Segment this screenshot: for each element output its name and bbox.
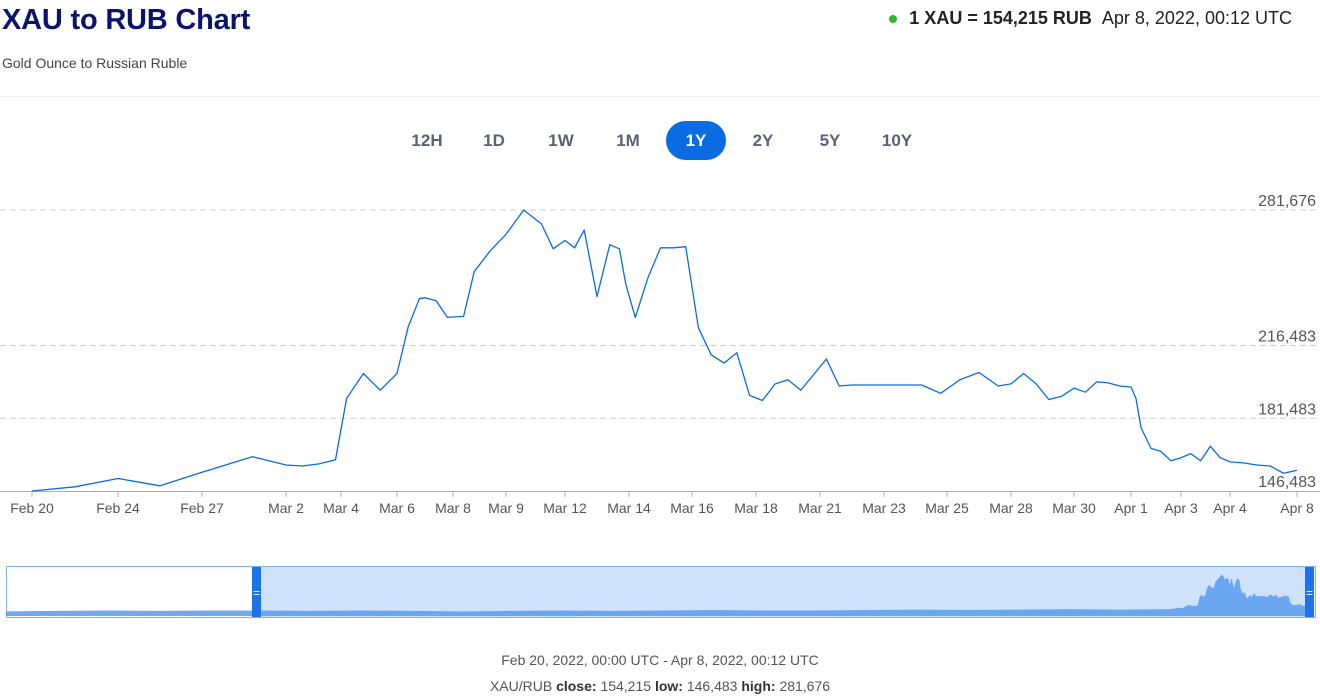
x-tick-label: Mar 28 bbox=[989, 500, 1033, 516]
current-rate: 1 XAU = 154,215 RUB Apr 8, 2022, 00:12 U… bbox=[889, 8, 1292, 29]
live-status-dot bbox=[889, 14, 898, 23]
navigator-area bbox=[6, 574, 1309, 616]
x-tick-label: Mar 12 bbox=[543, 500, 587, 516]
low-label: low: bbox=[654, 678, 683, 694]
page-title: XAU to RUB Chart bbox=[2, 4, 251, 36]
x-tick-label: Apr 8 bbox=[1280, 500, 1314, 516]
y-tick-label: 216,483 bbox=[1258, 329, 1316, 346]
tab-5y[interactable]: 5Y bbox=[819, 131, 841, 150]
close-value: 154,215 bbox=[600, 678, 652, 694]
x-tick-label: Feb 27 bbox=[180, 500, 224, 516]
x-tick-label: Feb 20 bbox=[10, 500, 54, 516]
price-series-line bbox=[31, 209, 1298, 492]
handle-grip-icon: = bbox=[253, 586, 260, 600]
tab-1d[interactable]: 1D bbox=[483, 131, 505, 150]
timeframe-tabs: 12H 1D 1W 1M 1Y 2Y 5Y 10Y bbox=[394, 121, 931, 160]
close-label: close: bbox=[556, 678, 597, 694]
tab-1y[interactable]: 1Y bbox=[666, 121, 726, 160]
tab-1m[interactable]: 1M bbox=[616, 131, 640, 150]
rate-timestamp: Apr 8, 2022, 00:12 UTC bbox=[1101, 8, 1292, 28]
x-tick-label: Mar 8 bbox=[435, 500, 471, 516]
tab-10y[interactable]: 10Y bbox=[881, 131, 913, 150]
navigator-selection bbox=[256, 567, 1309, 617]
handle-bar bbox=[252, 567, 261, 617]
y-tick-label: 146,483 bbox=[1258, 474, 1316, 491]
x-tick-label: Mar 18 bbox=[734, 500, 778, 516]
navigator-left-handle[interactable]: = bbox=[252, 567, 261, 617]
date-range: Feb 20, 2022, 00:00 UTC - Apr 8, 2022, 0… bbox=[501, 652, 819, 668]
page-subtitle: Gold Ounce to Russian Ruble bbox=[2, 55, 188, 71]
x-tick-label: Apr 1 bbox=[1114, 500, 1148, 516]
x-tick-label: Apr 3 bbox=[1164, 500, 1198, 516]
x-tick-label: Mar 4 bbox=[323, 500, 359, 516]
y-tick-label: 281,676 bbox=[1258, 193, 1316, 210]
tab-2y[interactable]: 2Y bbox=[752, 131, 774, 150]
x-tick-label: Mar 9 bbox=[488, 500, 524, 516]
x-tick-label: Mar 25 bbox=[925, 500, 969, 516]
range-navigator[interactable]: = = bbox=[6, 566, 1316, 618]
x-tick-label: Mar 16 bbox=[670, 500, 714, 516]
high-value: 281,676 bbox=[779, 678, 831, 694]
x-tick-label: Mar 2 bbox=[268, 500, 304, 516]
price-chart-svg[interactable]: 146,483 181,483 216,483 281,676 Feb 20 Feb 24… bbox=[0, 180, 1320, 530]
ohlc-summary: XAU/RUB close: 154,215 low: 146,483 high… bbox=[0, 678, 1320, 694]
tab-1w[interactable]: 1W bbox=[548, 131, 574, 150]
y-tick-label: 181,483 bbox=[1258, 401, 1316, 418]
handle-grip-icon: = bbox=[1306, 586, 1313, 600]
x-tick-label: Mar 14 bbox=[607, 500, 651, 516]
range-navigator-svg[interactable]: = = bbox=[6, 566, 1316, 618]
rate-value: 1 XAU = 154,215 RUB bbox=[909, 8, 1092, 28]
x-tick-label: Mar 30 bbox=[1052, 500, 1096, 516]
high-label: high: bbox=[741, 678, 776, 694]
price-chart[interactable]: 146,483 181,483 216,483 281,676 Feb 20 Feb 24… bbox=[0, 180, 1320, 530]
pair-label: XAU/RUB bbox=[489, 678, 553, 694]
handle-bar bbox=[1305, 567, 1314, 617]
x-tick-label: Mar 23 bbox=[862, 500, 906, 516]
tab-12h[interactable]: 12H bbox=[411, 131, 443, 150]
low-value: 146,483 bbox=[686, 678, 738, 694]
x-tick-label: Mar 6 bbox=[379, 500, 415, 516]
x-tick-label: Feb 24 bbox=[96, 500, 140, 516]
navigator-right-handle[interactable]: = bbox=[1305, 567, 1314, 617]
x-tick-label: Apr 4 bbox=[1213, 500, 1247, 516]
x-tick-label: Mar 21 bbox=[798, 500, 842, 516]
header-divider bbox=[0, 96, 1320, 97]
